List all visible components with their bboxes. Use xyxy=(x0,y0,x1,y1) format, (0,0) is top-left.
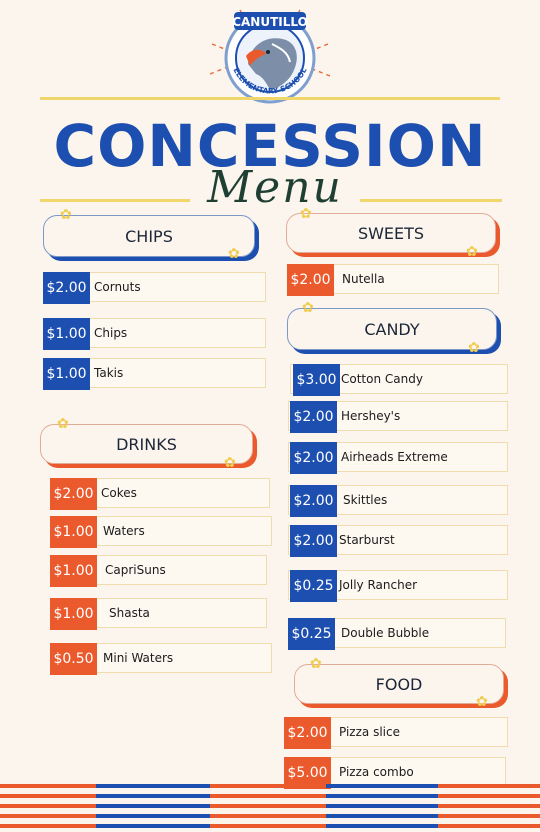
price-badge: $1.00 xyxy=(50,555,97,587)
menu-row: $2.00 Pizza slice xyxy=(284,717,508,749)
page-title: CONCESSION xyxy=(53,112,487,180)
logo-top-text: CANUTILLO xyxy=(232,15,308,29)
menu-row: $2.00 Cokes xyxy=(50,478,270,510)
item-name: Pizza slice xyxy=(339,725,400,739)
item-name: Jolly Rancher xyxy=(339,578,418,592)
menu-row: $2.00 Nutella xyxy=(287,264,499,296)
price-badge: $2.00 xyxy=(290,485,337,517)
flower-icon: ✿ xyxy=(60,206,72,222)
menu-row: $0.25 Double Bubble xyxy=(288,618,506,650)
page-subtitle: Menu xyxy=(207,162,343,213)
flower-icon: ✿ xyxy=(302,299,314,315)
menu-row: $2.00 Skittles xyxy=(288,485,508,517)
menu-row: $2.00 Hershey's xyxy=(288,401,508,433)
item-name: Shasta xyxy=(109,606,150,620)
flower-icon: ✿ xyxy=(57,415,69,431)
item-name: Takis xyxy=(94,366,124,380)
price-badge: $3.00 xyxy=(293,364,340,396)
menu-row: $2.00 Cornuts xyxy=(43,272,266,304)
price-badge: $0.25 xyxy=(288,618,335,650)
menu-row: $2.00 Starburst xyxy=(288,525,508,557)
item-name: Skittles xyxy=(343,493,388,507)
flower-icon: ✿ xyxy=(300,205,312,221)
divider-left xyxy=(40,199,190,202)
price-badge: $2.00 xyxy=(290,525,337,557)
section-header-chips: CHIPS xyxy=(43,215,255,257)
price-badge: $1.00 xyxy=(50,516,97,548)
menu-row: $5.00 Pizza combo xyxy=(284,757,506,789)
item-name: Cokes xyxy=(101,486,137,500)
menu-row: $2.00 Airheads Extreme xyxy=(288,442,508,474)
flower-icon: ✿ xyxy=(310,655,322,671)
menu-row: $1.00 Waters xyxy=(50,516,272,548)
price-badge: $1.00 xyxy=(43,358,90,390)
section-header-candy: CANDY xyxy=(287,308,497,350)
section-title-sweets: SWEETS xyxy=(357,223,425,243)
school-logo: CANUTILLO ELEMENTARY SCHOOL xyxy=(210,9,330,104)
item-name: Waters xyxy=(103,524,145,538)
menu-row: $1.00 CapriSuns xyxy=(50,555,267,587)
menu-row: $3.00 Cotton Candy xyxy=(290,364,508,396)
price-badge: $5.00 xyxy=(284,757,331,789)
price-badge: $2.00 xyxy=(287,264,334,296)
item-name: Cotton Candy xyxy=(341,372,423,386)
item-name: Mini Waters xyxy=(103,651,174,665)
menu-row: $1.00 Takis xyxy=(43,358,266,390)
price-badge: $2.00 xyxy=(43,272,90,304)
section-header-drinks: DRINKS xyxy=(40,424,253,464)
item-name: Pizza combo xyxy=(339,765,414,779)
price-badge: $2.00 xyxy=(290,442,337,474)
item-name: Cornuts xyxy=(94,280,141,294)
section-header-food: FOOD xyxy=(294,664,504,704)
section-title-chips: CHIPS xyxy=(125,226,173,246)
item-name: Starburst xyxy=(339,533,395,547)
price-badge: $1.00 xyxy=(43,318,90,350)
price-badge: $1.00 xyxy=(50,598,97,630)
item-name: Chips xyxy=(94,326,128,340)
section-title-candy: CANDY xyxy=(364,319,420,339)
item-name: Double Bubble xyxy=(341,626,430,640)
decorative-stripes xyxy=(0,784,540,828)
flower-icon: ✿ xyxy=(468,339,480,355)
price-badge: $0.25 xyxy=(290,570,337,602)
menu-row: $1.00 Shasta xyxy=(50,598,267,630)
section-title-drinks: DRINKS xyxy=(116,434,177,454)
price-badge: $2.00 xyxy=(290,401,337,433)
menu-row: $0.25 Jolly Rancher xyxy=(288,570,508,602)
item-name: Nutella xyxy=(342,272,385,286)
divider-top xyxy=(40,97,500,100)
flower-icon: ✿ xyxy=(466,243,478,259)
item-name: Airheads Extreme xyxy=(341,450,448,464)
section-header-sweets: SWEETS xyxy=(286,213,496,253)
item-name: CapriSuns xyxy=(105,563,166,577)
price-badge: $2.00 xyxy=(50,478,97,510)
flower-icon: ✿ xyxy=(476,693,488,709)
menu-row: $1.00 Chips xyxy=(43,318,266,350)
price-badge: $2.00 xyxy=(284,717,331,749)
flower-icon: ✿ xyxy=(224,454,236,470)
menu-row: $0.50 Mini Waters xyxy=(50,643,272,675)
item-name: Hershey's xyxy=(341,409,401,423)
divider-right xyxy=(360,199,502,202)
flower-icon: ✿ xyxy=(228,245,240,261)
price-badge: $0.50 xyxy=(50,643,97,675)
section-title-food: FOOD xyxy=(375,674,423,694)
